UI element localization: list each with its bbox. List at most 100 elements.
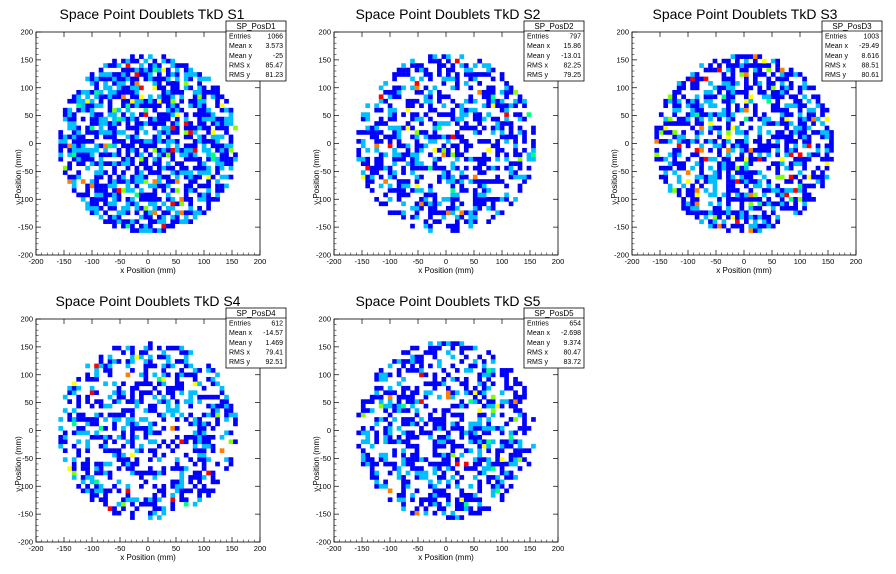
heatmap-cell <box>441 439 447 445</box>
heatmap-cell <box>414 470 420 476</box>
heatmap-cell <box>365 408 371 413</box>
heatmap-cell <box>752 147 758 153</box>
heatmap-cell <box>490 179 496 184</box>
heatmap-cell <box>174 67 180 73</box>
heatmap-cell <box>98 461 104 467</box>
heatmap-cell <box>374 439 379 445</box>
heatmap-cell <box>441 174 447 180</box>
heatmap-cell <box>360 457 366 462</box>
heatmap-cell <box>450 116 456 122</box>
heatmap-cell <box>513 390 518 396</box>
heatmap-cell <box>152 448 158 453</box>
heatmap-cell <box>699 170 704 175</box>
heatmap-cell <box>125 165 131 171</box>
heatmap-cell <box>161 98 167 104</box>
heatmap-cell <box>139 143 144 149</box>
heatmap-cell <box>121 430 126 436</box>
heatmap-cell <box>441 434 447 440</box>
heatmap-cell <box>820 134 825 140</box>
heatmap-cell <box>139 85 144 91</box>
y-tick-label: 200 <box>20 315 33 324</box>
heatmap-cell <box>188 219 193 224</box>
heatmap-cell <box>797 89 803 95</box>
heatmap-cell <box>71 130 77 135</box>
heatmap-cell <box>495 125 500 131</box>
heatmap-cell <box>134 125 140 131</box>
heatmap-cell <box>481 443 487 449</box>
heatmap-cell <box>432 488 438 494</box>
heatmap-cell <box>748 174 754 180</box>
heatmap-cell <box>446 390 451 396</box>
heatmap-cell <box>428 134 433 140</box>
heatmap-cell <box>490 408 496 413</box>
heatmap-cell <box>744 54 749 59</box>
heatmap-cell <box>76 107 81 113</box>
heatmap-cell <box>98 125 104 131</box>
heatmap-cell <box>387 125 393 131</box>
heatmap-cell <box>775 214 781 220</box>
heatmap-cell <box>450 188 456 193</box>
heatmap-cell <box>179 165 185 171</box>
heatmap-cell <box>414 147 420 153</box>
heatmap-cell <box>450 197 456 202</box>
heatmap-cell <box>726 170 731 175</box>
heatmap-cell <box>197 421 202 427</box>
heatmap-cell <box>414 354 420 360</box>
heatmap-cell <box>690 112 695 117</box>
heatmap-cell <box>432 376 438 382</box>
heatmap-cell <box>730 94 736 100</box>
heatmap-cell <box>490 372 496 378</box>
heatmap-cell <box>824 134 830 140</box>
heatmap-cell <box>690 98 695 104</box>
heatmap-cell <box>215 412 220 418</box>
heatmap-cell <box>179 359 185 364</box>
heatmap-cell <box>414 434 420 440</box>
heatmap-cell <box>387 197 393 202</box>
heatmap-cell <box>450 228 456 233</box>
heatmap-cell <box>811 174 816 180</box>
heatmap-cell <box>793 197 798 202</box>
heatmap-cell <box>148 426 153 431</box>
heatmap-cell <box>735 143 740 149</box>
heatmap-cell <box>134 174 140 180</box>
heatmap-cell <box>477 484 483 489</box>
heatmap-cell <box>726 201 731 207</box>
heatmap-cell <box>174 179 180 184</box>
heatmap-cell <box>148 54 153 59</box>
heatmap-cell <box>215 372 220 378</box>
heatmap-cell <box>76 152 81 158</box>
heatmap-cell <box>797 170 803 175</box>
heatmap-cell <box>779 174 785 180</box>
heatmap-cell <box>170 412 176 418</box>
heatmap-cell <box>183 76 189 82</box>
heatmap-cell <box>441 506 447 511</box>
heatmap-cell <box>76 156 81 162</box>
heatmap-cell <box>401 188 406 193</box>
heatmap-cell <box>802 139 807 144</box>
heatmap-cell <box>499 448 505 453</box>
heatmap-cell <box>67 134 73 140</box>
heatmap-cell <box>170 103 176 109</box>
heatmap-cell <box>148 421 153 427</box>
heatmap-cell <box>699 210 704 216</box>
heatmap-cell <box>107 143 113 149</box>
heatmap-cell <box>125 359 131 364</box>
heatmap-cell <box>215 103 220 109</box>
heatmap-cell <box>387 183 393 189</box>
heatmap-cell <box>76 403 81 409</box>
heatmap-cell <box>197 89 202 95</box>
heatmap-cell <box>98 112 104 117</box>
heatmap-cell <box>121 457 126 462</box>
heatmap-cell <box>170 219 176 224</box>
heatmap-cell <box>490 461 496 467</box>
heatmap-cell <box>89 107 95 113</box>
heatmap-cell <box>179 147 185 153</box>
heatmap-cell <box>152 385 158 391</box>
stats-row-label: Mean y <box>527 340 550 347</box>
heatmap-cell <box>504 107 509 113</box>
heatmap-cell <box>735 188 740 193</box>
heatmap-cell <box>228 139 234 144</box>
heatmap-cell <box>508 385 514 391</box>
heatmap-cell <box>676 116 682 122</box>
heatmap-cell <box>676 139 682 144</box>
